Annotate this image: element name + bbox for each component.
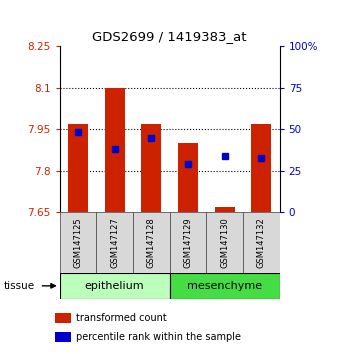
Text: GSM147132: GSM147132 — [257, 217, 266, 268]
Text: GSM147128: GSM147128 — [147, 217, 156, 268]
Text: tissue: tissue — [3, 281, 34, 291]
Title: GDS2699 / 1419383_at: GDS2699 / 1419383_at — [92, 30, 247, 44]
Bar — [141, 124, 161, 212]
Bar — [96, 212, 133, 273]
Bar — [214, 207, 235, 212]
Text: GSM147125: GSM147125 — [74, 217, 83, 268]
Bar — [55, 313, 71, 323]
Bar — [55, 332, 71, 342]
Text: epithelium: epithelium — [85, 281, 145, 291]
Bar — [68, 124, 88, 212]
Bar — [243, 212, 280, 273]
Text: percentile rank within the sample: percentile rank within the sample — [75, 332, 240, 342]
Text: GSM147127: GSM147127 — [110, 217, 119, 268]
Text: mesenchyme: mesenchyme — [187, 281, 262, 291]
Bar — [60, 212, 96, 273]
Text: transformed count: transformed count — [75, 313, 166, 323]
Text: GSM147130: GSM147130 — [220, 217, 229, 268]
Bar — [169, 273, 280, 299]
Bar — [105, 88, 125, 212]
Bar — [206, 212, 243, 273]
Bar — [133, 212, 170, 273]
Bar — [178, 143, 198, 212]
Bar — [251, 124, 271, 212]
Bar — [169, 212, 206, 273]
Text: GSM147129: GSM147129 — [183, 217, 192, 268]
Bar — [60, 273, 169, 299]
